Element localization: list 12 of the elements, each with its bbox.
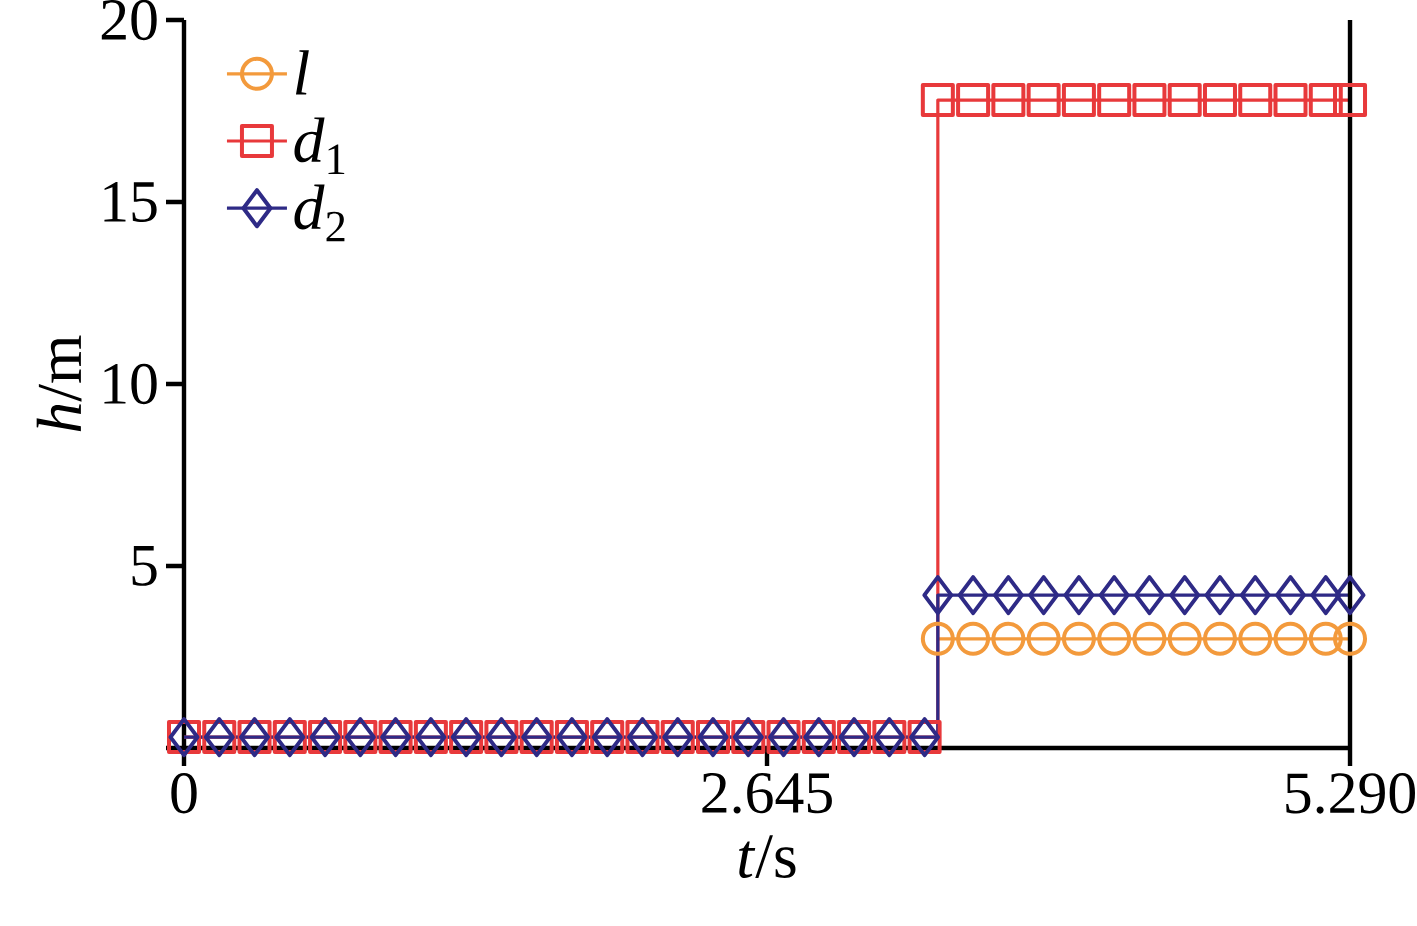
y-tick-label: 10: [104, 363, 157, 405]
y-tick-label: 5: [132, 546, 157, 586]
y-tick-label: 15: [104, 181, 157, 223]
legend-label: d$_{1}$: [294, 117, 345, 175]
x-tick-label: 5.290: [1286, 773, 1415, 814]
legend-label: d$_{2}$: [294, 184, 345, 242]
x-tick-label: 0: [171, 773, 197, 814]
legend-label: l: [295, 50, 309, 95]
y-axis-title: h/m: [36, 335, 82, 432]
x-axis-title: t/s: [739, 835, 796, 878]
x-tick-label: 2.645: [702, 773, 832, 814]
y-tick-label: 20: [101, 0, 157, 41]
